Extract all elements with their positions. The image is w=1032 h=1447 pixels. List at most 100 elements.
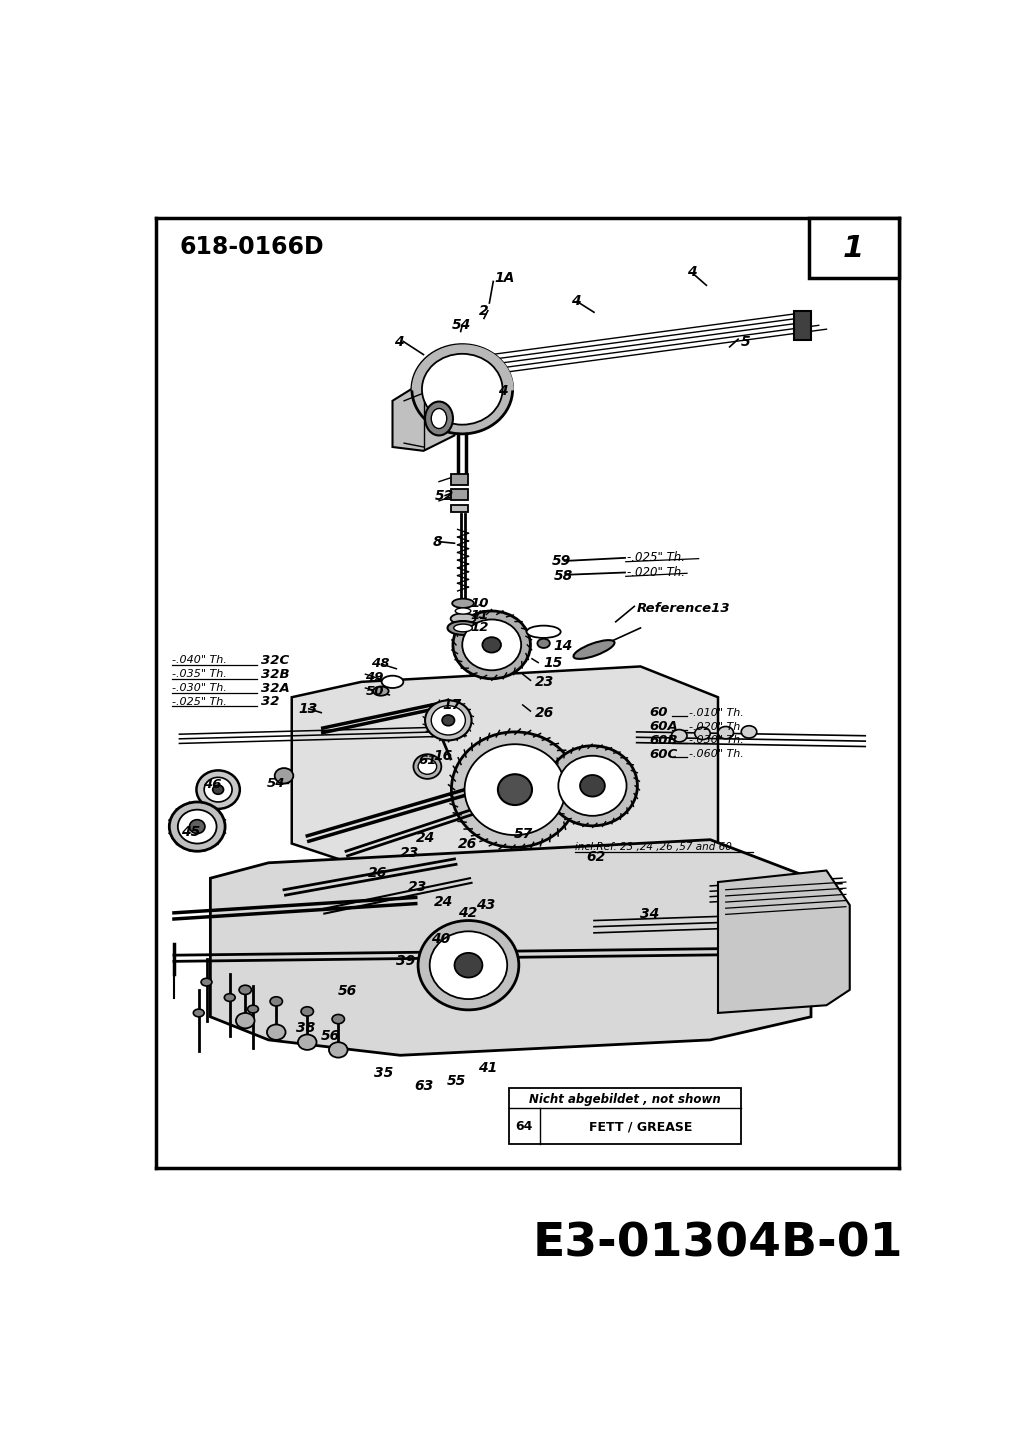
Text: 50: 50 — [365, 684, 384, 697]
Text: 46: 46 — [203, 777, 222, 790]
Text: 5: 5 — [741, 334, 751, 349]
Ellipse shape — [580, 776, 605, 796]
Text: 8: 8 — [432, 535, 443, 548]
Text: 60B: 60B — [650, 734, 678, 747]
Text: 2: 2 — [479, 304, 489, 318]
Text: 34: 34 — [641, 907, 659, 922]
Ellipse shape — [224, 994, 235, 1001]
Ellipse shape — [453, 611, 530, 679]
Ellipse shape — [382, 676, 404, 687]
Text: -.030" Th.: -.030" Th. — [688, 735, 743, 745]
Text: 57: 57 — [513, 828, 533, 841]
Text: 32B: 32B — [261, 667, 289, 680]
Text: 23: 23 — [408, 880, 427, 894]
Text: 24: 24 — [433, 896, 453, 909]
Ellipse shape — [418, 920, 519, 1010]
Text: 58: 58 — [554, 569, 573, 583]
Ellipse shape — [538, 638, 550, 648]
Text: -.025" Th.: -.025" Th. — [627, 551, 685, 564]
Text: 4: 4 — [571, 294, 580, 308]
Text: -.020" Th.: -.020" Th. — [627, 566, 685, 579]
Text: 4: 4 — [394, 334, 404, 349]
Ellipse shape — [193, 1009, 204, 1017]
Ellipse shape — [574, 640, 614, 658]
Text: 16: 16 — [433, 748, 453, 763]
Ellipse shape — [204, 777, 232, 802]
Text: Reference13: Reference13 — [637, 602, 731, 615]
Text: -.060" Th.: -.060" Th. — [688, 750, 743, 760]
Text: -.030" Th.: -.030" Th. — [171, 683, 226, 693]
Text: 40: 40 — [431, 932, 451, 946]
Text: 63: 63 — [414, 1079, 433, 1092]
Text: 39: 39 — [395, 954, 415, 968]
Bar — [451, 505, 467, 512]
Ellipse shape — [190, 819, 205, 833]
Text: 32A: 32A — [261, 682, 290, 695]
Ellipse shape — [431, 408, 447, 428]
Ellipse shape — [558, 755, 626, 816]
Text: E3-01304B-01: E3-01304B-01 — [533, 1221, 903, 1266]
Text: 54: 54 — [267, 777, 286, 790]
Ellipse shape — [425, 402, 453, 436]
Ellipse shape — [464, 744, 566, 835]
Ellipse shape — [332, 1014, 345, 1023]
Text: 10: 10 — [470, 596, 488, 609]
Ellipse shape — [482, 637, 501, 653]
Ellipse shape — [196, 770, 239, 809]
Text: 38: 38 — [295, 1022, 315, 1036]
Polygon shape — [292, 667, 718, 874]
Bar — [509, 1088, 741, 1143]
Ellipse shape — [248, 1006, 258, 1013]
Ellipse shape — [267, 1024, 286, 1040]
Ellipse shape — [548, 745, 638, 826]
Polygon shape — [211, 839, 811, 1055]
Ellipse shape — [526, 625, 560, 638]
Text: 4: 4 — [497, 383, 508, 398]
Text: 14: 14 — [554, 638, 573, 653]
Text: 32: 32 — [261, 696, 280, 709]
Ellipse shape — [741, 726, 756, 738]
Ellipse shape — [451, 614, 476, 624]
Text: 26: 26 — [367, 865, 387, 880]
Text: 15: 15 — [544, 655, 562, 670]
Ellipse shape — [695, 728, 710, 739]
Text: 45: 45 — [181, 825, 200, 839]
Text: -.020" Th.: -.020" Th. — [688, 722, 743, 732]
Text: 54: 54 — [452, 318, 472, 333]
Text: Nicht abgebildet , not shown: Nicht abgebildet , not shown — [529, 1092, 721, 1106]
Text: 11: 11 — [470, 609, 488, 622]
Text: 4: 4 — [687, 265, 697, 279]
Text: 61: 61 — [418, 754, 437, 767]
Ellipse shape — [213, 786, 224, 794]
Text: 56: 56 — [321, 1029, 341, 1043]
Ellipse shape — [429, 932, 507, 998]
Bar — [451, 489, 467, 501]
Ellipse shape — [329, 1042, 348, 1058]
Text: 41: 41 — [478, 1062, 497, 1075]
Text: 43: 43 — [476, 899, 495, 912]
Text: 32C: 32C — [261, 654, 289, 667]
Text: 618-0166D: 618-0166D — [180, 234, 324, 259]
Polygon shape — [392, 382, 454, 451]
Ellipse shape — [718, 726, 734, 739]
Ellipse shape — [462, 619, 521, 670]
Text: 17: 17 — [443, 697, 462, 712]
Text: 55: 55 — [447, 1074, 466, 1088]
Text: 1: 1 — [843, 234, 864, 263]
Text: 56: 56 — [338, 984, 357, 998]
Ellipse shape — [454, 624, 473, 632]
Ellipse shape — [169, 802, 225, 851]
Ellipse shape — [178, 810, 217, 844]
Ellipse shape — [412, 344, 513, 434]
Text: FETT / GREASE: FETT / GREASE — [589, 1120, 692, 1133]
Ellipse shape — [452, 599, 474, 608]
Text: 49: 49 — [365, 671, 384, 684]
Text: -.035" Th.: -.035" Th. — [171, 669, 226, 679]
Text: 24: 24 — [416, 831, 436, 845]
Ellipse shape — [418, 758, 437, 774]
Text: 64: 64 — [516, 1120, 533, 1133]
Ellipse shape — [442, 715, 454, 726]
Text: 35: 35 — [374, 1066, 393, 1079]
Text: 60A: 60A — [650, 721, 679, 734]
Text: 48: 48 — [370, 657, 389, 670]
